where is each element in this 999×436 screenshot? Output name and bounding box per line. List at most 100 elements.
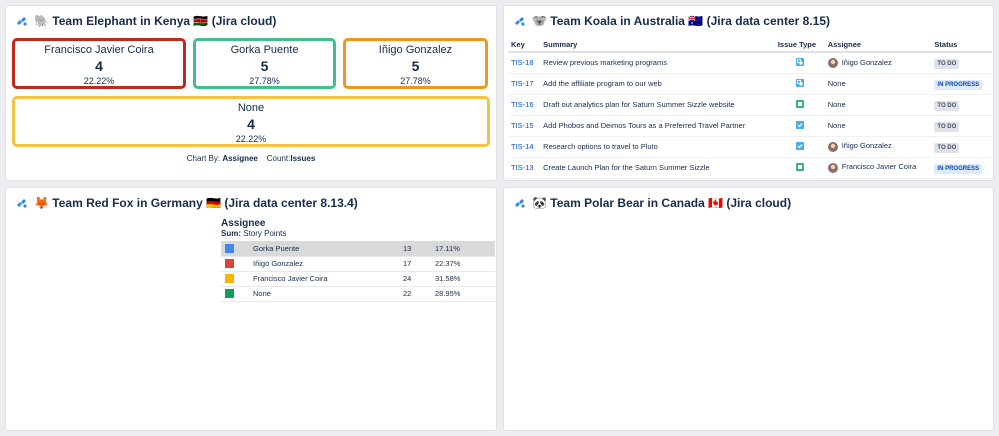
card-grid: Francisco Javier Coira 4 22.22% Gorka Puent… <box>12 38 490 147</box>
legend-name: None <box>249 286 399 302</box>
issue-key[interactable]: TIS-18 <box>508 52 541 74</box>
jira-icon <box>17 199 27 208</box>
card-percent: 22.22% <box>83 76 115 86</box>
issue-table: Key Summary Issue Type Assignee Status TIS-18… <box>508 38 992 179</box>
panel-title: 🐼 Team Polar Bear in Canada 🇨🇦 (Jira clo… <box>514 196 791 210</box>
legend-percent: 17.11% <box>431 241 495 257</box>
card-name: Gorka Puente <box>230 44 299 56</box>
assignee-cell: Francisco Javier Coira <box>824 157 932 179</box>
assignee-cell: None <box>824 94 932 116</box>
issue-key[interactable]: TIS-14 <box>508 136 541 158</box>
elephant-panel: 🐘 Team Elephant in Kenya 🇰🇪 (Jira cloud)… <box>5 5 497 181</box>
donut-chart: Gorka Puente17.11% <box>6 188 216 431</box>
legend-percent: 31.58% <box>431 271 495 287</box>
footer-label: Chart By: <box>186 154 221 163</box>
issue-key[interactable]: TIS-16 <box>508 94 541 116</box>
card-name: Francisco Javier Coira <box>44 44 154 56</box>
issue-key[interactable]: TIS-15 <box>508 115 541 137</box>
issue-type-icon <box>795 162 804 171</box>
swatch <box>225 289 234 298</box>
legend-value: 17 <box>399 256 431 272</box>
issue-row: TIS-18 Review previous marketing programs… <box>508 52 992 74</box>
title-text: 🐘 Team Elephant in Kenya 🇰🇪 (Jira cloud) <box>34 14 277 28</box>
column-header: Issue Type <box>774 38 825 53</box>
polarbear-panel: 🐼 Team Polar Bear in Canada 🇨🇦 (Jira clo… <box>503 187 994 431</box>
title-text: 🐼 Team Polar Bear in Canada 🇨🇦 (Jira clo… <box>532 196 792 210</box>
column-header: Key <box>508 38 541 53</box>
assignee-cell: Iñigo Gonzalez <box>824 52 932 74</box>
status-badge: IN PROGRESS <box>934 80 983 90</box>
status-cell: TO DO <box>931 115 992 137</box>
card-count: 4 <box>95 58 103 74</box>
card-name: None <box>237 102 265 114</box>
assignee-card: Gorka Puente 5 27.78% <box>193 38 336 89</box>
issue-type <box>774 52 825 74</box>
legend-row[interactable]: None 22 28.95% <box>221 286 495 302</box>
issue-summary: Research options to travel to Pluto <box>540 136 775 158</box>
title-text: 🐨 Team Koala in Australia 🇦🇺 (Jira data … <box>532 14 830 28</box>
assignee-name: Francisco Javier Coira <box>841 162 917 172</box>
issue-row: TIS-13 Create Launch Plan for the Saturn … <box>508 157 992 179</box>
footer-value: Assignee <box>222 154 258 163</box>
issue-key[interactable]: TIS-17 <box>508 73 541 95</box>
legend-swatch <box>221 271 249 287</box>
issue-type <box>774 94 825 116</box>
status-badge: TO DO <box>934 143 960 153</box>
jira-icon <box>515 17 525 26</box>
issue-type-icon <box>795 99 804 108</box>
column-header: Summary <box>540 38 775 53</box>
issue-summary: Add the affiliate program to our web <box>540 73 775 95</box>
issue-row: TIS-16 Draft out analytics plan for Satur… <box>508 94 992 116</box>
legend-title: Assignee <box>221 218 266 229</box>
panel-title: 🐨 Team Koala in Australia 🇦🇺 (Jira data … <box>514 14 830 28</box>
avatar <box>827 141 838 152</box>
sum-field: Story Points <box>243 229 287 238</box>
card-percent: 27.78% <box>249 76 280 86</box>
legend-row[interactable]: Iñigo Gonzalez 17 22.37% <box>221 256 495 272</box>
column-header: Assignee <box>824 38 932 53</box>
bar-chart: Sub-taskStoryTaskBugEpicSubtask03570121I… <box>504 188 994 431</box>
jira-icon <box>17 17 27 26</box>
status-cell: IN PROGRESS <box>931 73 992 95</box>
issue-type-icon <box>795 57 804 66</box>
legend-percent: 22.37% <box>431 256 495 272</box>
legend-rows: Gorka Puente 13 17.11% Iñigo Gonzalez 17 22.3… <box>221 241 495 302</box>
avatar <box>827 57 838 68</box>
title-text: 🦊 Team Red Fox in Germany 🇩🇪 (Jira data … <box>34 196 358 210</box>
issue-type <box>774 115 825 137</box>
assignee-cell: Iñigo Gonzalez <box>824 136 932 158</box>
assignee-card: Iñigo Gonzalez 5 27.78% <box>343 38 488 89</box>
legend-row[interactable]: Gorka Puente 13 17.11% <box>221 241 495 257</box>
footer-label: Count: <box>266 154 291 163</box>
jira-icon <box>515 199 525 208</box>
issue-key[interactable]: TIS-13 <box>508 157 541 179</box>
card-count: 5 <box>260 58 269 74</box>
assignee-cell: None <box>824 115 932 137</box>
issue-type <box>774 136 825 158</box>
card-percent: 22.22% <box>235 134 267 144</box>
assignee-name: Iñigo Gonzalez <box>841 57 892 67</box>
legend-swatch <box>221 256 249 272</box>
footer-value: Issues <box>290 154 316 163</box>
card-count: 5 <box>411 58 420 74</box>
swatch <box>225 243 234 253</box>
legend-sub: Sum: Story Points <box>221 229 495 238</box>
card-name: Iñigo Gonzalez <box>378 44 453 56</box>
issue-summary: Draft out analytics plan for Saturn Summ… <box>540 94 775 116</box>
status-cell: TO DO <box>931 136 992 158</box>
status-badge: TO DO <box>934 122 960 132</box>
panel-title: 🦊 Team Red Fox in Germany 🇩🇪 (Jira data … <box>16 196 358 210</box>
chart-footer: Chart By: Assignee Count:Issues <box>6 154 496 163</box>
legend-swatch <box>221 286 249 302</box>
legend-name: Iñigo Gonzalez <box>249 256 399 272</box>
legend-value: 24 <box>399 271 431 287</box>
koala-panel: 🐨 Team Koala in Australia 🇦🇺 (Jira data … <box>503 5 994 181</box>
legend-percent: 28.95% <box>431 286 495 302</box>
legend-value: 13 <box>399 241 431 257</box>
legend-row[interactable]: Francisco Javier Coira 24 31.58% <box>221 271 495 287</box>
issue-row: TIS-15 Add Phobos and Deimos Tours as a P… <box>508 115 992 137</box>
status-badge: IN PROGRESS <box>934 164 983 174</box>
assignee-card: Francisco Javier Coira 4 22.22% <box>12 38 186 89</box>
status-cell: IN PROGRESS <box>931 157 992 179</box>
